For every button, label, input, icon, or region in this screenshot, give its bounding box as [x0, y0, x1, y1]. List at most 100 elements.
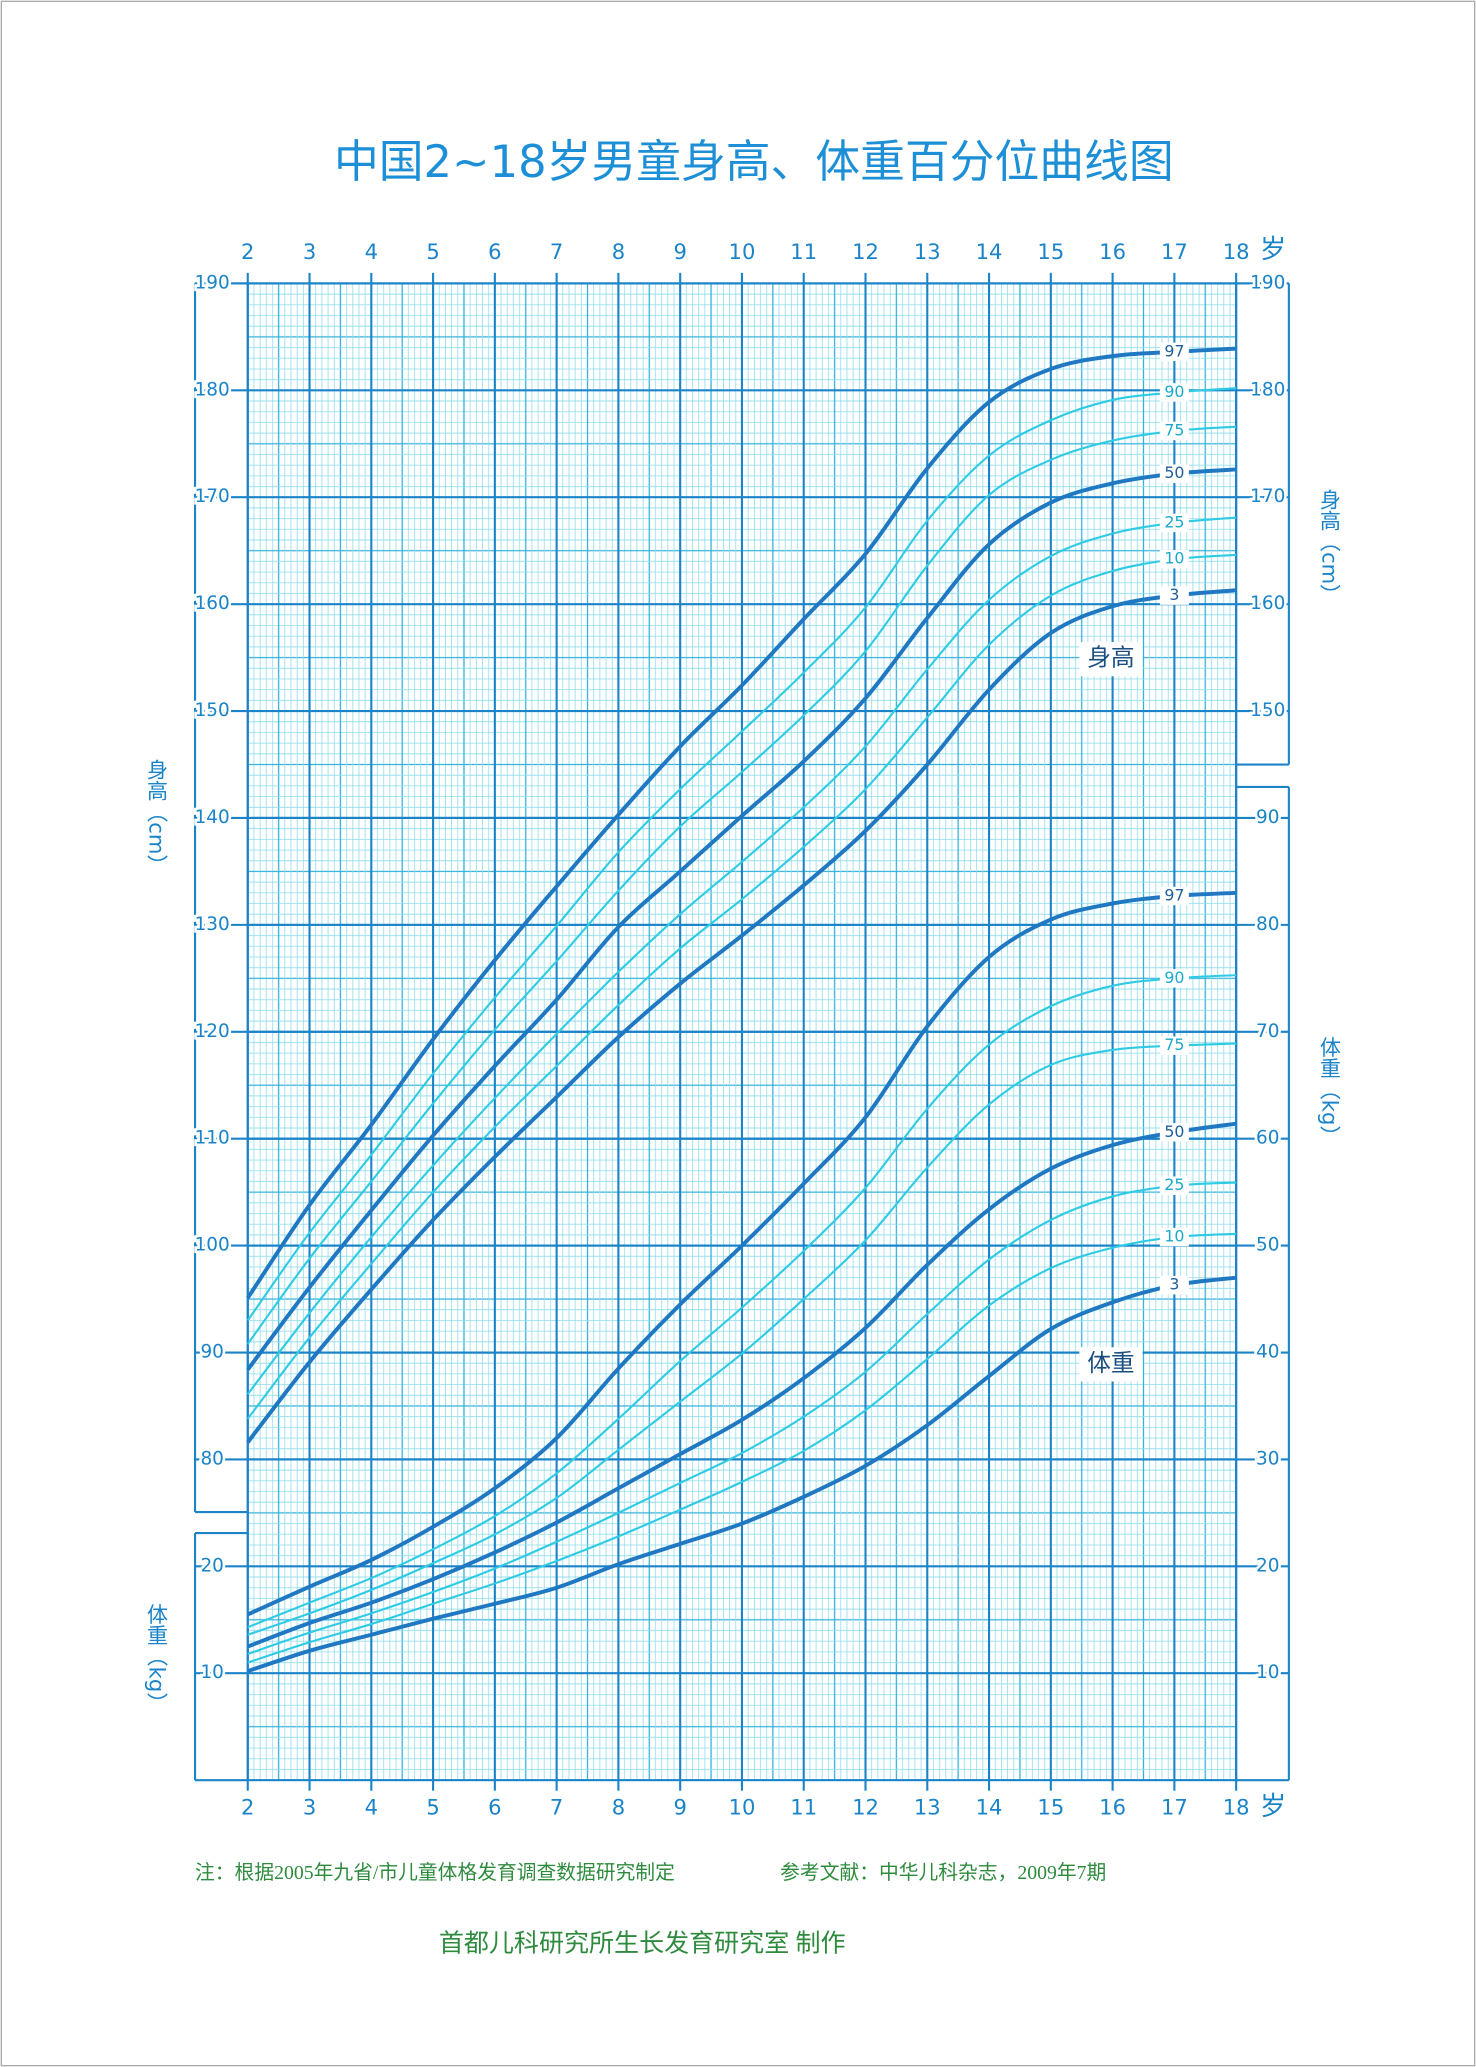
y-tick-label: 130	[195, 914, 230, 935]
y-tick-label: 20	[1256, 1555, 1279, 1576]
x-tick-label: 15	[1037, 239, 1064, 264]
y-tick-label: 10	[1256, 1662, 1279, 1683]
curve-label: 10	[1164, 1227, 1184, 1246]
y-tick-label: 180	[1250, 379, 1285, 400]
curve-label: 3	[1169, 585, 1179, 604]
x-tick-label: 14	[976, 239, 1003, 264]
curve-label-bg	[1159, 342, 1189, 362]
x-tick-label: 18	[1223, 1795, 1250, 1820]
curve-label: 50	[1164, 1122, 1184, 1141]
x-tick-label: 15	[1037, 1795, 1064, 1820]
footer-reference: 参考文献：中华儿科杂志，2009年7期	[780, 1862, 1106, 1884]
percentile-curve	[247, 1042, 1237, 1636]
x-axis-label: 岁	[1260, 1792, 1286, 1822]
annotation: 体重	[1087, 1349, 1134, 1377]
y-tick-label: 190	[1250, 272, 1285, 293]
annotation-bg	[1079, 1347, 1143, 1382]
curve-label: 75	[1164, 420, 1184, 439]
x-tick-label: 11	[790, 1795, 817, 1820]
x-tick-label: 3	[303, 239, 316, 264]
plot: 2 2 3 3 4 4 5 5 6 6 7 7 8 8 9 9 10 10 11 11 12 12 13 13 14 14 15 15…	[145, 235, 1343, 1822]
x-tick-label: 6	[488, 1795, 501, 1820]
x-tick-label: 9	[673, 239, 686, 264]
axis-title: 体重（kg）	[145, 1603, 170, 1713]
y-tick-label: 150	[195, 700, 230, 721]
curve-label: 25	[1164, 512, 1184, 531]
curve-label: 75	[1164, 1035, 1184, 1054]
curve-label-bg	[1159, 1176, 1189, 1195]
y-tick-label: 180	[195, 379, 230, 400]
percentile-curve	[246, 516, 1237, 1395]
y-tick-label: 110	[195, 1128, 230, 1149]
x-tick-label: 2	[241, 239, 254, 264]
x-tick-label: 10	[729, 239, 756, 264]
axis-title: 身高（cm）	[145, 759, 170, 876]
y-tick-label: 90	[1256, 807, 1279, 828]
curve-label-bg	[1159, 1123, 1189, 1142]
x-axis-label: 岁	[1260, 235, 1286, 265]
percentile-curve	[246, 553, 1237, 1420]
x-tick-label: 4	[365, 1795, 378, 1820]
percentile-curve	[246, 425, 1237, 1345]
percentile-curve	[246, 387, 1237, 1322]
y-tick-label: 40	[1256, 1342, 1279, 1363]
y-tick-label: 80	[200, 1448, 223, 1469]
y-tick-label: 170	[195, 486, 230, 507]
x-tick-label: 8	[612, 1795, 625, 1820]
percentile-curve	[246, 588, 1237, 1444]
curve-label-bg	[1159, 1275, 1189, 1295]
y-tick-label: 150	[1250, 700, 1285, 721]
x-tick-label: 3	[303, 1795, 316, 1820]
x-tick-label: 6	[488, 239, 501, 264]
curve-label-bg	[1159, 969, 1189, 988]
x-tick-label: 2	[241, 1795, 254, 1820]
percentile-curve	[247, 1232, 1237, 1664]
y-tick-label: 10	[200, 1662, 223, 1683]
curve-label: 3	[1169, 1275, 1179, 1294]
y-tick-label: 50	[1256, 1235, 1279, 1256]
footer-note: 注：根据2005年九省/市儿童体格发育调查数据研究制定	[195, 1862, 675, 1884]
curve-label: 97	[1164, 341, 1184, 360]
footer-credit: 首都儿科研究所生长发育研究室 制作	[439, 1929, 846, 1957]
percentile-curve	[246, 890, 1237, 1617]
y-tick-label: 20	[200, 1555, 223, 1576]
y-tick-label: 90	[200, 1342, 223, 1363]
x-tick-label: 4	[365, 239, 378, 264]
annotation-bg	[1079, 641, 1143, 677]
y-tick-label: 160	[1250, 593, 1285, 614]
x-tick-label: 13	[914, 1795, 941, 1820]
x-tick-label: 10	[729, 1795, 756, 1820]
curve-label-bg	[1159, 1227, 1189, 1247]
annotation: 身高	[1087, 644, 1134, 672]
chart-title: 中国2~18岁男童身高、体重百分位曲线图	[334, 135, 1174, 188]
y-tick-label: 100	[195, 1235, 230, 1256]
percentile-curve	[246, 346, 1237, 1300]
y-tick-label: 70	[1256, 1021, 1279, 1042]
y-tick-label: 160	[195, 593, 230, 614]
x-tick-label: 5	[426, 239, 439, 264]
curve-label: 97	[1164, 886, 1184, 905]
curve-label: 90	[1164, 968, 1184, 987]
x-tick-label: 7	[550, 239, 563, 264]
percentile-curve	[247, 1181, 1237, 1655]
x-tick-label: 13	[914, 239, 941, 264]
y-tick-label: 120	[195, 1021, 230, 1042]
y-tick-label: 60	[1256, 1128, 1279, 1149]
x-tick-label: 14	[976, 1795, 1003, 1820]
curve-label: 25	[1164, 1175, 1184, 1194]
curve-label-bg	[1159, 886, 1189, 906]
x-tick-label: 11	[790, 239, 817, 264]
x-tick-label: 16	[1099, 239, 1126, 264]
x-tick-label: 16	[1099, 1795, 1126, 1820]
y-tick-label: 30	[1256, 1448, 1279, 1469]
axis-title: 身高（cm）	[1317, 488, 1342, 605]
curve-label-bg	[1159, 550, 1189, 569]
y-tick-label: 80	[1256, 914, 1279, 935]
x-tick-label: 8	[612, 239, 625, 264]
curve-label: 10	[1164, 549, 1184, 568]
curve-label-bg	[1159, 464, 1189, 483]
curve-label-bg	[1159, 513, 1189, 533]
axis-title: 体重（kg）	[1317, 1036, 1342, 1146]
percentile-curve	[247, 1275, 1237, 1673]
